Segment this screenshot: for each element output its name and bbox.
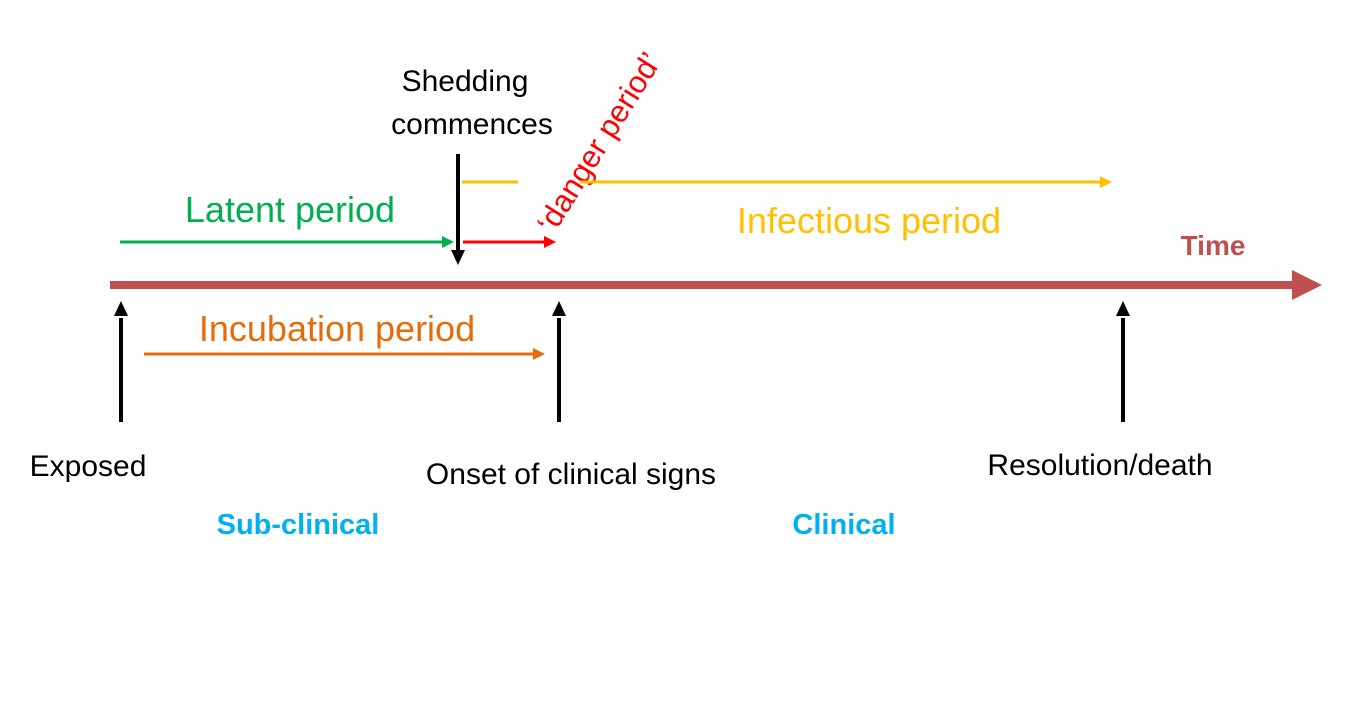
resolution-label: Resolution/death [987, 449, 1212, 482]
shedding-label-line1: Shedding [402, 65, 529, 98]
resolution-marker-arrowhead [1116, 301, 1130, 316]
shedding-marker-arrowhead [451, 250, 465, 265]
incubation-period-label: Incubation period [199, 308, 475, 349]
danger-period-label: ‘danger period’ [530, 46, 668, 238]
latent-period-arrowhead [442, 236, 454, 248]
latent-period-label: Latent period [185, 189, 395, 230]
infectious-period-arrowhead [1100, 176, 1112, 188]
onset-label: Onset of clinical signs [426, 458, 716, 491]
infectious-period-label: Infectious period [737, 200, 1001, 241]
onset-marker-arrowhead [552, 301, 566, 316]
time-label: Time [1181, 230, 1246, 261]
sub-clinical-phase-label: Sub-clinical [217, 509, 380, 541]
danger-period-arrowhead [544, 236, 556, 248]
incubation-period-arrowhead [533, 348, 545, 360]
exposed-marker-arrowhead [114, 301, 128, 316]
time-axis-arrowhead [1292, 270, 1322, 300]
exposed-label: Exposed [30, 450, 147, 483]
shedding-label-line2: commences [391, 108, 553, 141]
clinical-phase-label: Clinical [792, 509, 895, 541]
